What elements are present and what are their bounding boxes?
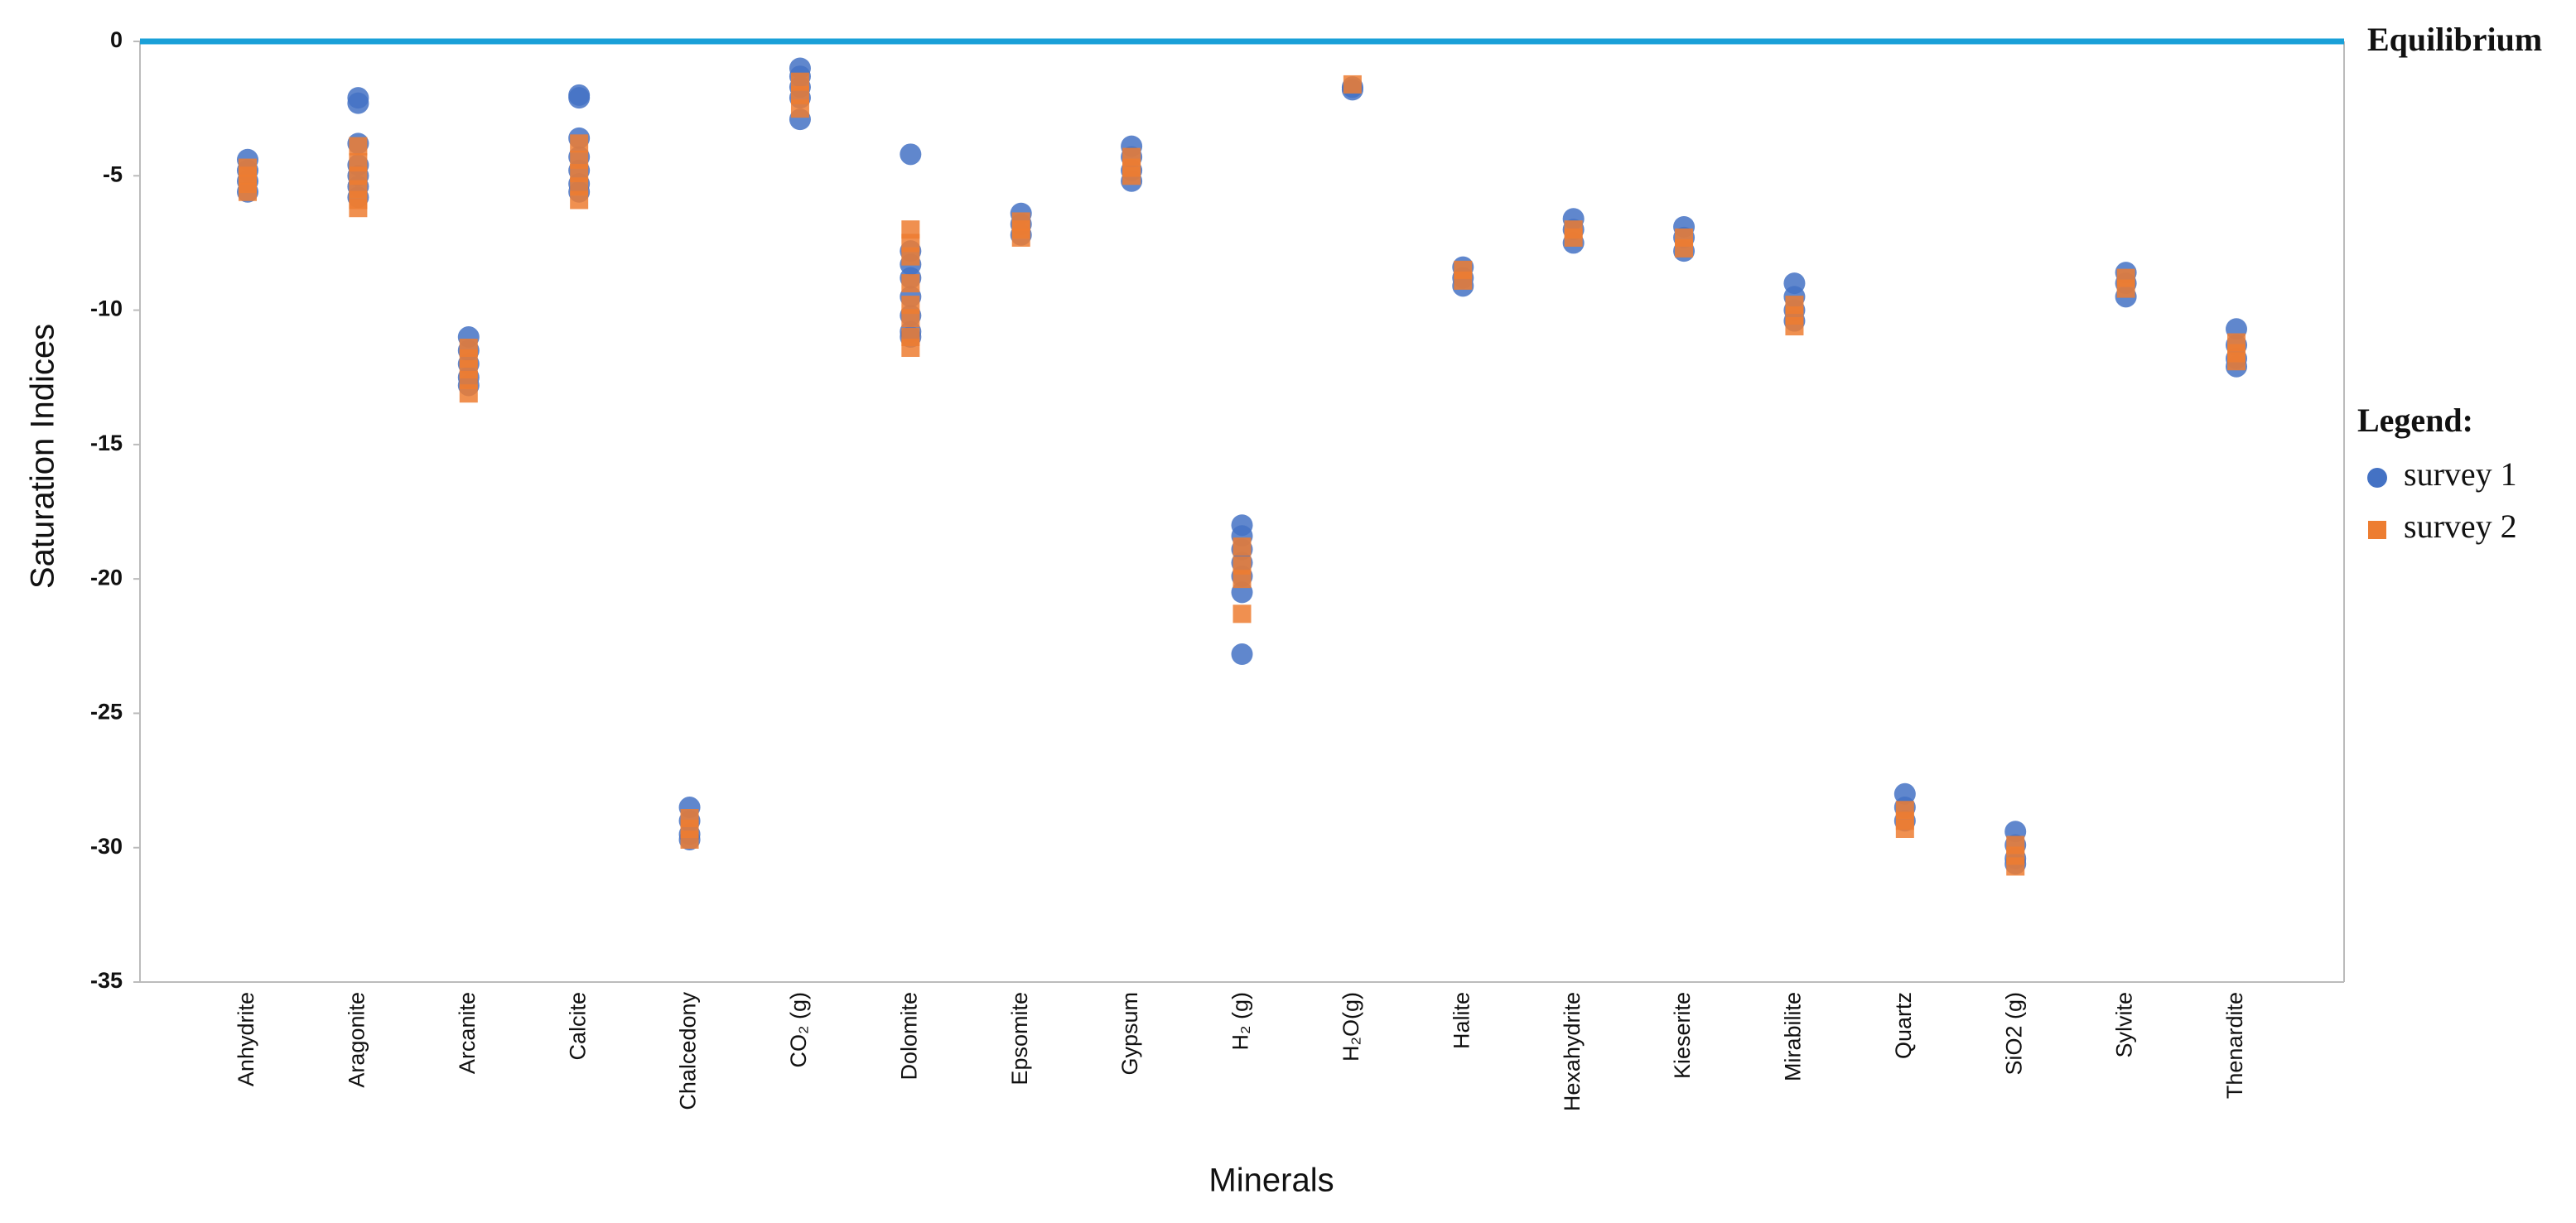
- legend-marker: [2368, 521, 2386, 539]
- y-tick-label: 0: [110, 27, 123, 52]
- x-tick-label: Chalcedony: [676, 992, 701, 1110]
- data-point: [1675, 238, 1694, 258]
- x-tick-label: Calcite: [565, 992, 590, 1061]
- data-point: [901, 274, 920, 293]
- data-point: [347, 92, 369, 114]
- data-point: [2006, 857, 2025, 876]
- data-point: [568, 87, 591, 109]
- data-point: [2227, 352, 2246, 371]
- legend-label: survey 2: [2404, 508, 2517, 545]
- y-tick-label: -20: [90, 565, 123, 590]
- data-point: [2116, 279, 2135, 298]
- data-point: [1233, 570, 1252, 589]
- x-tick-label: Anhydrite: [234, 992, 258, 1086]
- x-tick-label: Mirabilite: [1781, 992, 1806, 1081]
- data-point: [680, 830, 699, 849]
- data-point: [349, 137, 368, 156]
- data-point: [239, 182, 257, 201]
- data-point: [901, 247, 920, 266]
- data-point: [1122, 166, 1141, 185]
- data-point: [459, 384, 478, 403]
- legend-marker: [2367, 468, 2387, 488]
- x-tick-label: Arcanite: [455, 992, 480, 1074]
- x-tick-label: Hexahydrite: [1560, 992, 1585, 1111]
- legend-label: survey 1: [2404, 455, 2517, 493]
- x-tick-label: Gypsum: [1117, 992, 1142, 1076]
- y-tick-label: -30: [90, 834, 123, 859]
- data-point: [1231, 643, 1253, 666]
- data-point: [1343, 75, 1362, 94]
- y-tick-label: -25: [90, 700, 123, 725]
- y-axis-title: Saturation Indices: [25, 324, 61, 589]
- x-tick-label: Aragonite: [345, 992, 369, 1088]
- x-tick-label: Quartz: [1891, 992, 1916, 1059]
- y-tick-label: -10: [90, 296, 123, 321]
- data-point: [570, 190, 589, 209]
- data-point: [790, 99, 809, 118]
- x-tick-label: CO₂ (g): [786, 992, 811, 1067]
- data-point: [1564, 228, 1583, 247]
- data-point: [349, 199, 368, 218]
- data-point: [1785, 317, 1804, 336]
- data-point: [1454, 271, 1473, 290]
- data-point: [901, 339, 920, 358]
- x-axis-title: Minerals: [1208, 1163, 1334, 1199]
- x-tick-label: Kieserite: [1670, 992, 1695, 1079]
- x-tick-label: H₂ (g): [1228, 992, 1253, 1050]
- data-point: [1895, 819, 1914, 838]
- y-tick-label: -15: [90, 431, 123, 455]
- equilibrium-label: Equilibrium: [2367, 21, 2542, 58]
- data-point: [1011, 228, 1030, 247]
- data-point: [1233, 537, 1252, 556]
- x-tick-label: Halite: [1449, 992, 1474, 1049]
- y-tick-label: -35: [90, 968, 123, 993]
- y-tick-label: -5: [103, 161, 123, 186]
- data-point: [901, 309, 920, 328]
- x-tick-label: Dolomite: [896, 992, 921, 1081]
- data-point: [570, 134, 589, 153]
- x-tick-label: Sylvite: [2112, 992, 2137, 1058]
- x-tick-label: H₂O(g): [1339, 992, 1363, 1062]
- data-point: [1233, 604, 1252, 624]
- legend-title: Legend:: [2357, 402, 2473, 439]
- x-tick-label: SiO2 (g): [2001, 992, 2026, 1076]
- data-point: [900, 143, 922, 166]
- x-tick-label: Epsomite: [1007, 992, 1032, 1086]
- x-tick-label: Thenardite: [2222, 992, 2247, 1099]
